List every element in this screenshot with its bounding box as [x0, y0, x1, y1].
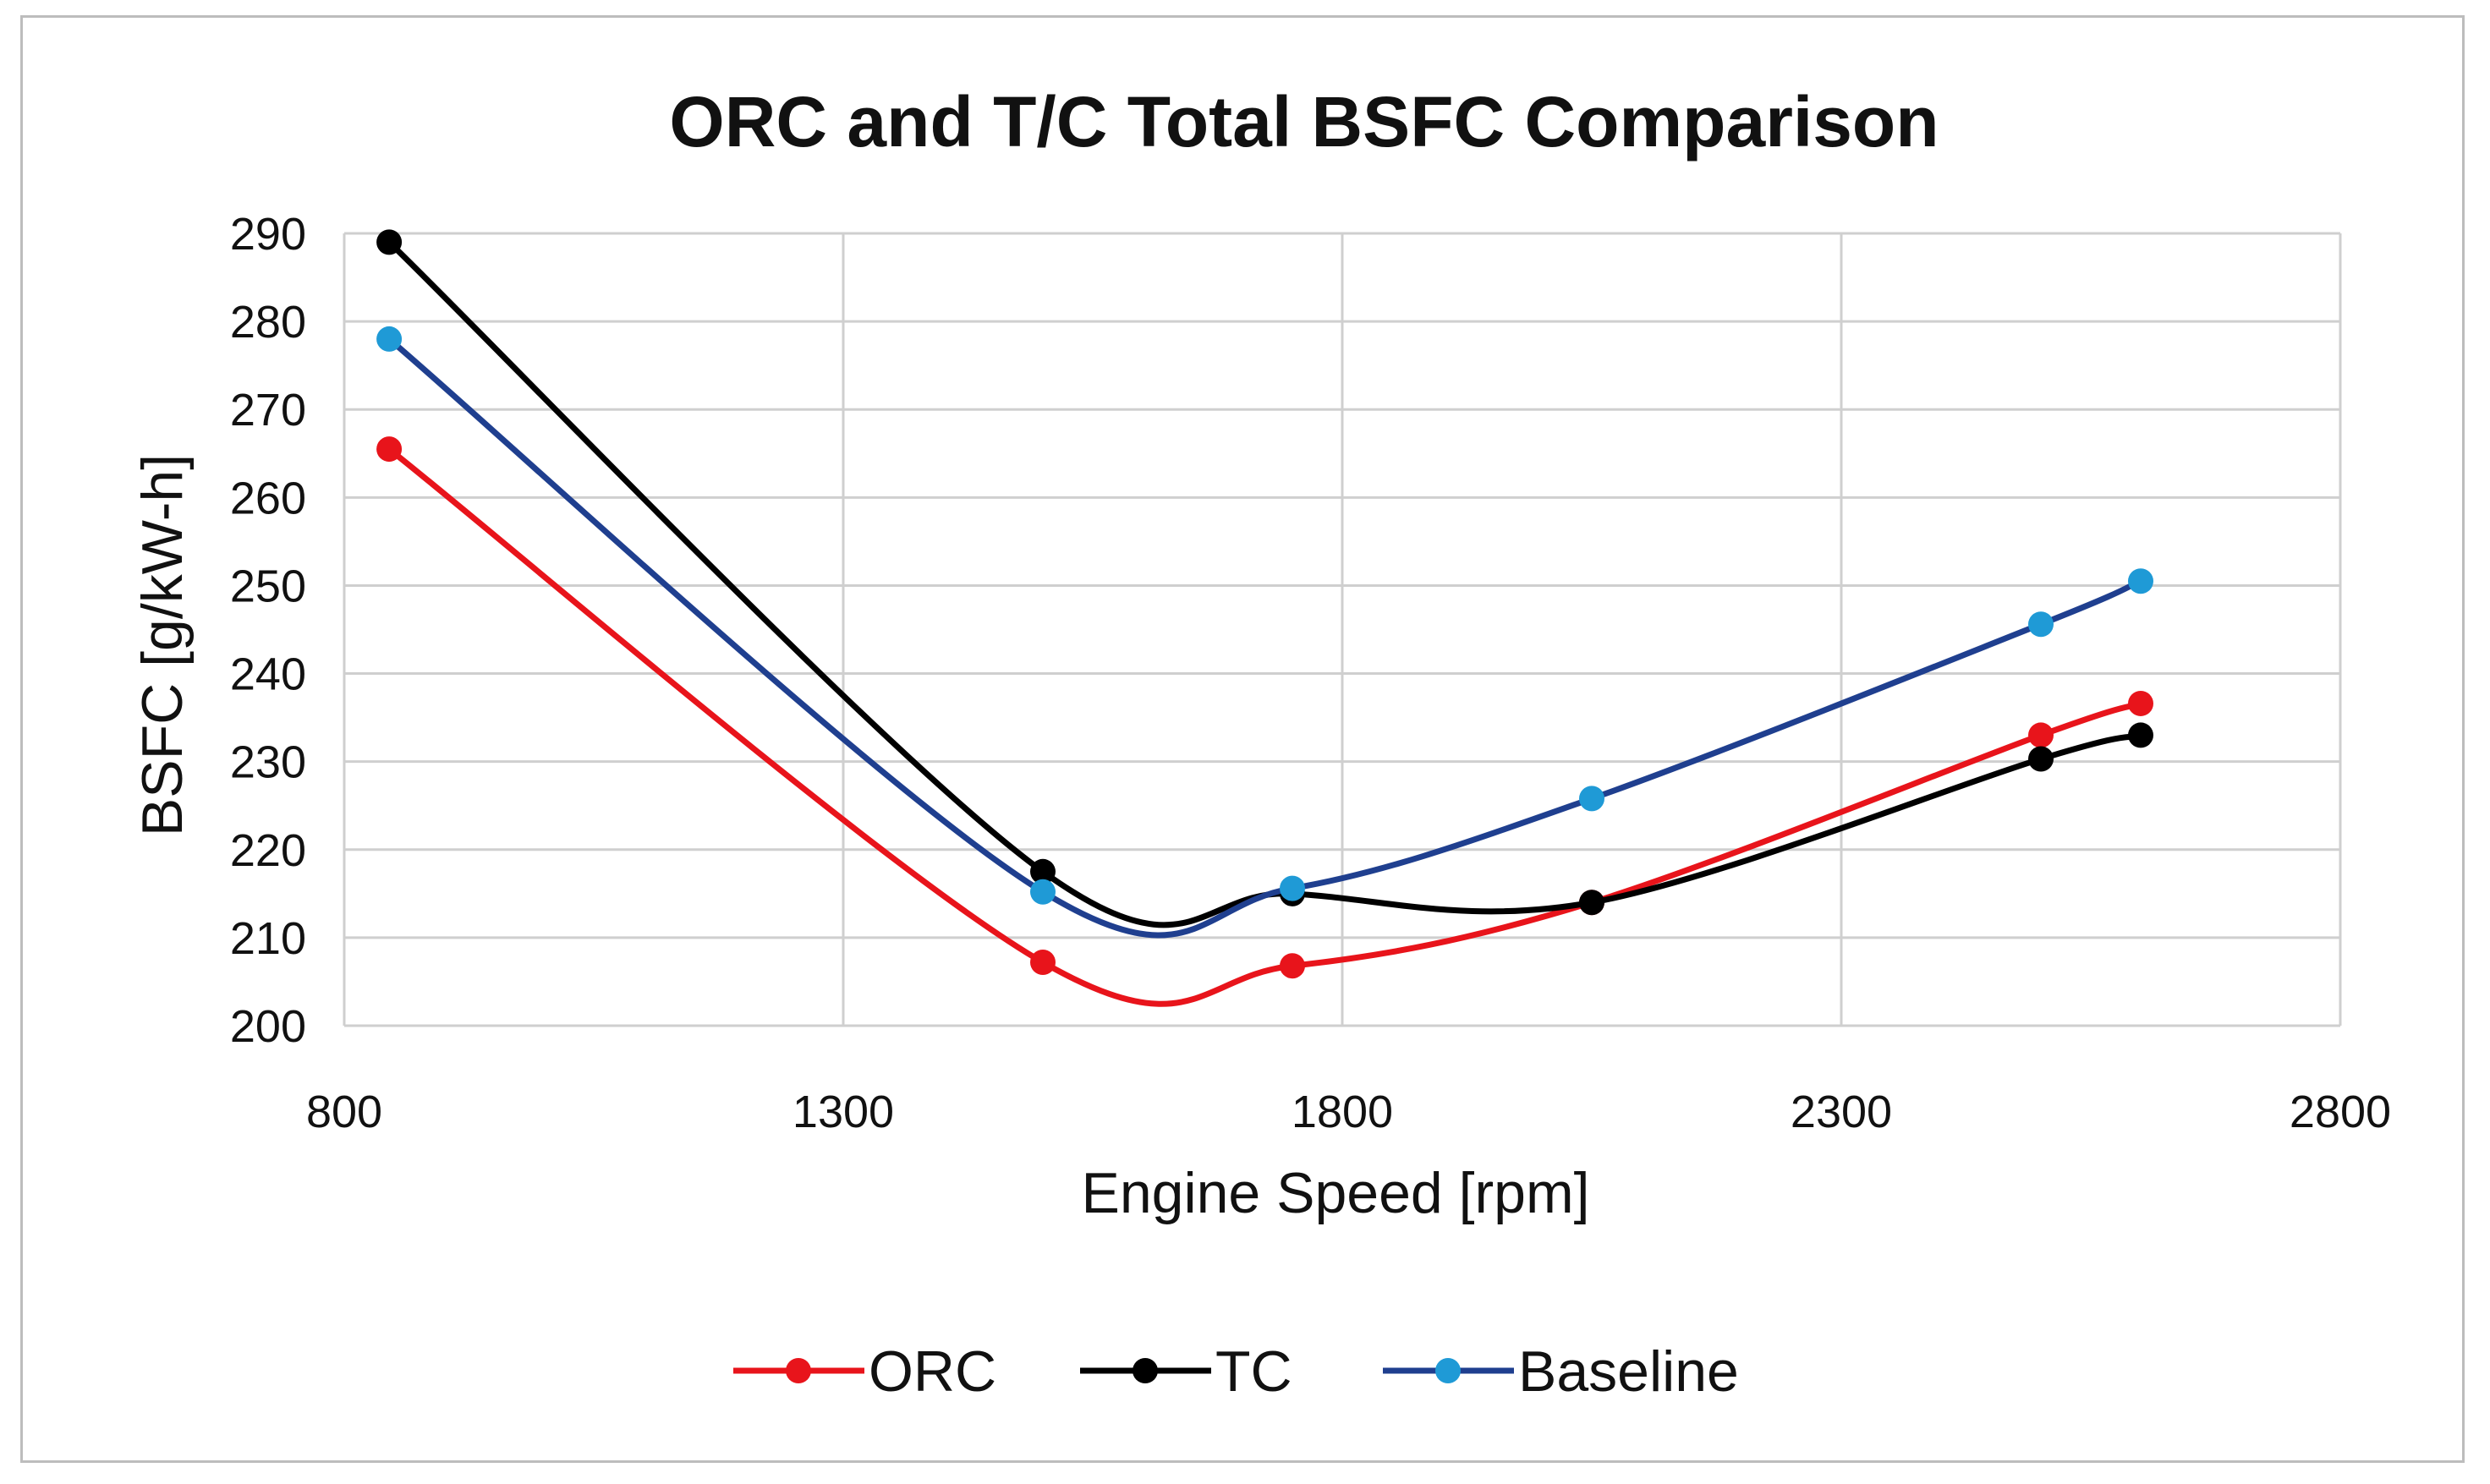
- series-layer: [376, 229, 2153, 1007]
- data-point-orc: [376, 436, 403, 463]
- x-tick-labels: 800 1300 1800 2300 2800: [306, 1087, 2391, 1137]
- data-point-tc: [376, 229, 403, 255]
- x-tick-label: 1800: [1292, 1087, 1393, 1137]
- y-tick-label: 220: [230, 825, 306, 876]
- y-tick-label: 240: [230, 649, 306, 700]
- y-tick-label: 210: [230, 913, 306, 964]
- chart-frame: ORC and T/C Total BSFC Comparison 200 210…: [20, 15, 2465, 1463]
- y-tick-label: 270: [230, 385, 306, 435]
- x-tick-label: 1300: [793, 1087, 894, 1137]
- data-point-orc: [1030, 950, 1056, 976]
- legend-marker-orc: [786, 1358, 811, 1383]
- x-tick-label: 2800: [2290, 1087, 2391, 1137]
- data-point-tc: [1030, 858, 1056, 884]
- data-point-baseline: [376, 326, 403, 352]
- data-point-tc: [2128, 722, 2153, 748]
- data-point-orc: [2128, 690, 2153, 716]
- data-point-baseline: [2028, 611, 2054, 638]
- series-line-tc: [387, 239, 2142, 928]
- series-line-orc: [387, 446, 2142, 1007]
- series-line-baseline: [387, 337, 2142, 939]
- y-tick-label: 260: [230, 473, 306, 523]
- data-point-tc: [1579, 890, 1604, 916]
- x-axis-label: Engine Speed [rpm]: [1081, 1161, 1589, 1225]
- y-axis-label: BSFC [g/kW-h]: [130, 454, 195, 836]
- data-point-orc: [2028, 722, 2054, 748]
- y-tick-label: 280: [230, 297, 306, 348]
- data-point-orc: [1280, 953, 1305, 979]
- chart-svg: ORC and T/C Total BSFC Comparison 200 210…: [130, 82, 2391, 1404]
- legend: ORC TC Baseline: [733, 1339, 1739, 1404]
- legend-marker-tc: [1133, 1358, 1158, 1383]
- y-tick-labels: 200 210 220 230 240 250 260 270 280 290: [230, 209, 306, 1052]
- data-point-baseline: [1030, 879, 1056, 905]
- data-point-baseline: [1280, 875, 1305, 901]
- grid-layer: [343, 232, 2342, 1027]
- x-tick-label: 2300: [1791, 1087, 1892, 1137]
- legend-marker-baseline: [1435, 1358, 1461, 1383]
- y-tick-label: 230: [230, 737, 306, 788]
- chart-title: ORC and T/C Total BSFC Comparison: [669, 82, 1939, 162]
- data-point-baseline: [1579, 786, 1604, 812]
- data-point-tc: [2028, 746, 2054, 772]
- y-tick-label: 290: [230, 209, 306, 260]
- y-tick-label: 200: [230, 1001, 306, 1052]
- legend-label-baseline: Baseline: [1518, 1339, 1739, 1404]
- legend-label-orc: ORC: [869, 1339, 996, 1404]
- y-tick-label: 250: [230, 561, 306, 611]
- x-tick-label: 800: [306, 1087, 382, 1137]
- data-point-baseline: [2128, 568, 2153, 594]
- legend-label-tc: TC: [1215, 1339, 1292, 1404]
